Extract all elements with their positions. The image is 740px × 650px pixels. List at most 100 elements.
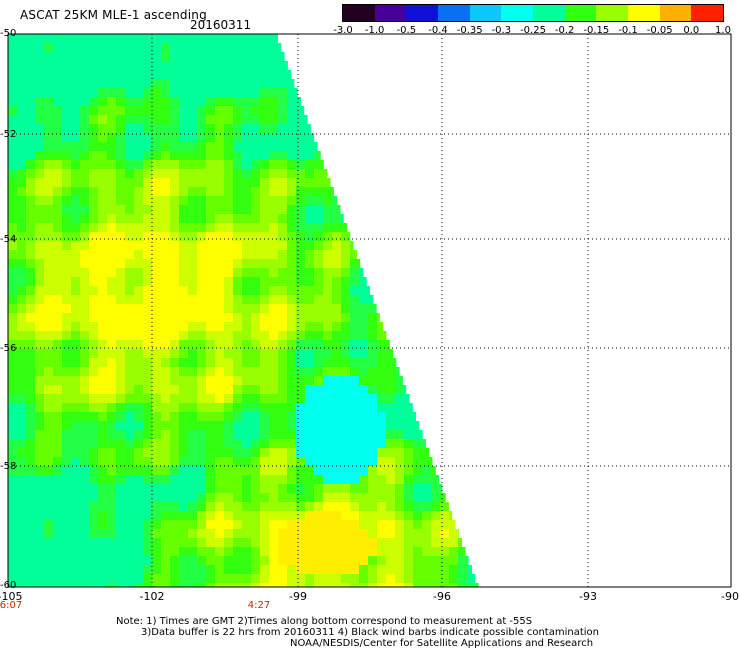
data-cell [350,520,359,529]
data-cell [152,394,161,403]
data-cell [233,214,242,223]
data-cell [89,376,98,385]
data-cell [179,466,188,475]
data-cell [305,547,314,556]
data-cell [143,205,152,214]
data-cell [188,466,197,475]
data-cell [395,565,404,574]
data-cell [206,313,215,322]
data-cell [8,169,17,178]
data-cell [188,538,197,547]
data-cell [35,79,44,88]
data-cell [287,187,296,196]
data-cell [260,403,269,412]
data-cell [350,547,359,556]
data-cell [251,214,260,223]
data-cell [395,358,397,367]
data-cell [143,169,152,178]
data-cell [107,403,116,412]
data-cell [26,214,35,223]
data-cell [269,376,278,385]
data-cell [377,556,386,565]
data-cell [152,214,161,223]
data-cell [197,160,206,169]
data-cell [368,421,377,430]
data-cell [359,520,368,529]
data-cell [296,151,305,160]
data-cell [98,493,107,502]
product-title: ASCAT 25KM MLE-1 ascending [20,8,207,22]
data-cell [107,556,116,565]
data-cell [386,520,395,529]
note-line-1: Note: 1) Times are GMT 2)Times along bot… [116,616,533,627]
data-cell [107,169,116,178]
data-cell [44,304,53,313]
colorbar-segment [501,5,534,21]
data-cell [62,412,71,421]
data-cell [125,322,134,331]
data-cell [17,466,26,475]
data-cell [242,439,251,448]
data-cell [17,574,26,583]
data-cell [215,223,224,232]
data-cell [179,70,188,79]
data-cell [8,340,17,349]
data-cell [449,511,453,520]
data-cell [215,556,224,565]
data-cell [80,214,89,223]
data-cell [215,151,224,160]
data-cell [188,277,197,286]
data-cell [278,421,287,430]
data-cell [206,520,215,529]
data-cell [269,277,278,286]
data-cell [404,556,413,565]
data-cell [242,160,251,169]
data-cell [386,340,390,349]
data-cell [98,385,107,394]
data-cell [152,358,161,367]
data-cell [215,421,224,430]
data-cell [98,61,107,70]
data-cell [242,259,251,268]
data-cell [44,106,53,115]
data-cell [332,511,341,520]
data-cell [251,556,260,565]
data-cell [233,556,242,565]
data-cell [206,403,215,412]
data-cell [125,565,134,574]
data-cell [332,331,341,340]
data-cell [305,403,314,412]
data-cell [314,529,323,538]
data-cell [62,61,71,70]
data-cell [296,403,305,412]
data-cell [278,385,287,394]
data-cell [134,475,143,484]
data-cell [134,34,143,43]
data-cell [44,286,53,295]
data-cell [8,493,17,502]
data-cell [251,511,260,520]
data-cell [242,358,251,367]
data-cell [368,475,377,484]
data-cell [116,376,125,385]
data-cell [413,556,422,565]
data-cell [170,583,179,587]
data-cell [35,205,44,214]
data-cell [449,547,458,556]
data-cell [98,52,107,61]
data-cell [404,457,413,466]
data-cell [215,79,224,88]
data-cell [395,430,404,439]
data-cell [35,583,44,587]
data-cell [278,529,287,538]
colorbar-segment [438,5,471,21]
data-cell [17,475,26,484]
data-cell [359,331,368,340]
data-cell [89,115,98,124]
data-cell [179,115,188,124]
data-cell [206,322,215,331]
data-cell [107,484,116,493]
lon-label-105: -105 [0,590,23,603]
note-line-3: NOAA/NESDIS/Center for Satellite Applica… [290,638,594,649]
data-cell [350,322,359,331]
